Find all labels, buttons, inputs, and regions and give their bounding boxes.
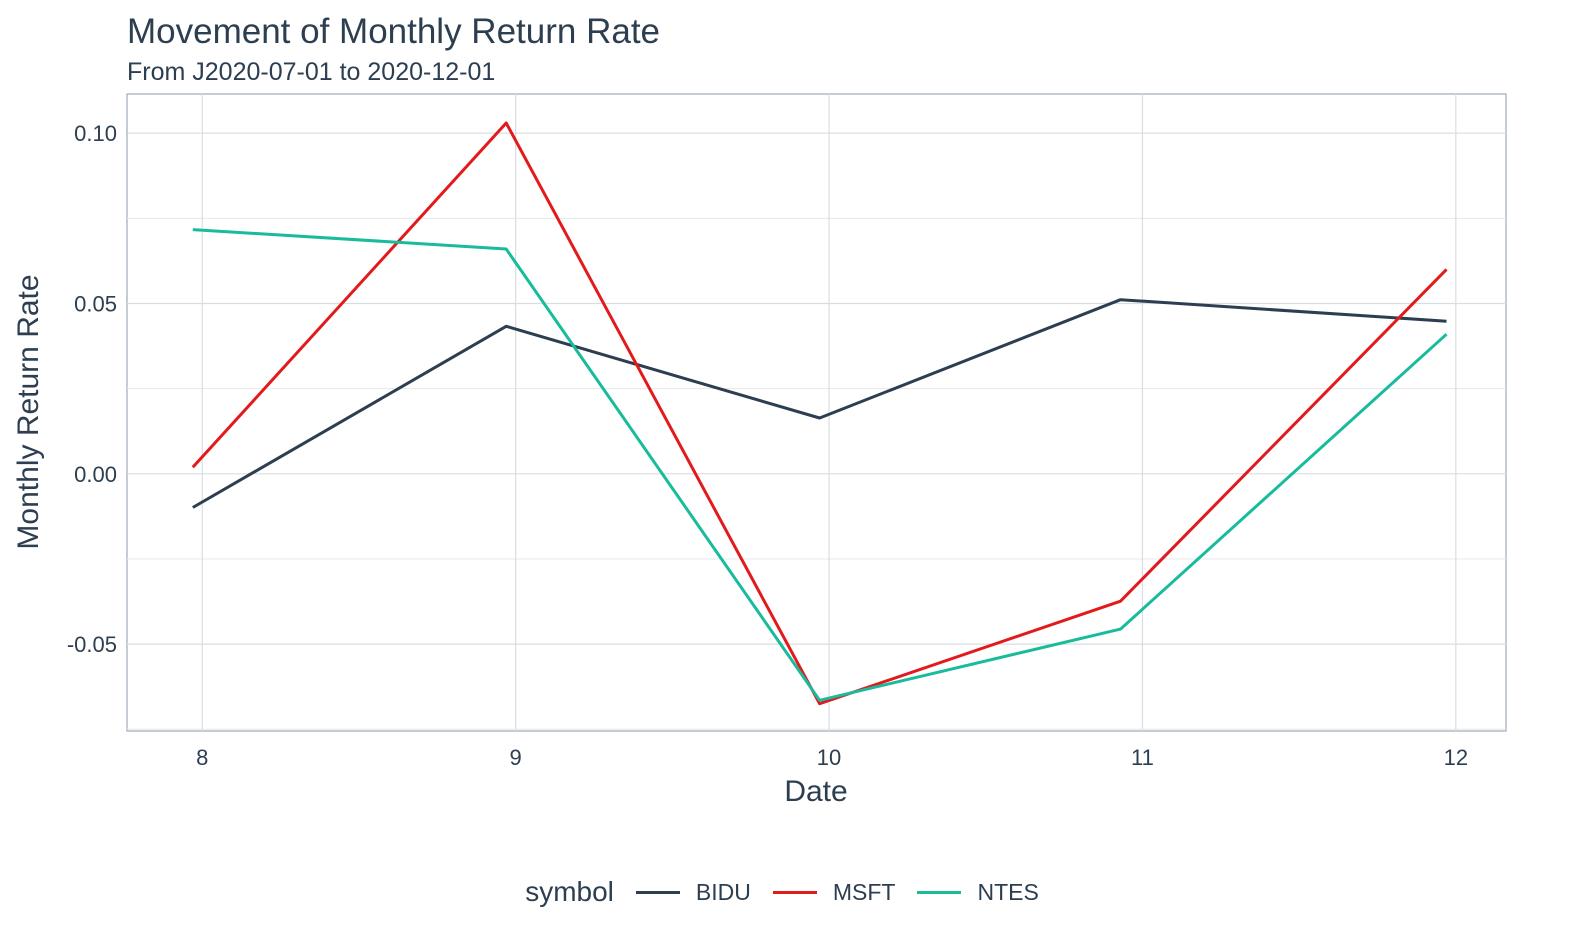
legend-label-msft: MSFT <box>832 878 896 905</box>
series-lines <box>191 121 1448 706</box>
axis-ticks: 0.10 0.05 0.00 -0.05 8 9 10 11 12 <box>67 121 1468 770</box>
x-tick-label: 8 <box>196 745 208 770</box>
x-tick-label: 12 <box>1444 745 1468 770</box>
legend-key-bidu <box>635 890 680 894</box>
legend-item-bidu: BIDU <box>635 878 751 906</box>
series-line-msft <box>191 121 1448 706</box>
legend-key-ntes <box>917 890 962 894</box>
chart-title: Movement of Monthly Return Rate <box>127 12 661 51</box>
legend-item-msft: MSFT <box>772 878 896 906</box>
plot-panel <box>126 93 1507 732</box>
legend-label-ntes: NTES <box>977 878 1039 905</box>
grid-lines <box>127 94 1506 731</box>
legend: symbol BIDU MSFT NTES <box>0 872 1586 912</box>
legend-title: symbol <box>525 876 614 907</box>
x-tick-label: 11 <box>1131 745 1154 770</box>
y-tick-label: -0.05 <box>67 632 117 657</box>
x-axis-label: Date <box>784 775 847 808</box>
x-tick-label: 9 <box>510 745 522 770</box>
y-tick-label: 0.10 <box>74 121 117 146</box>
legend-item-ntes: NTES <box>917 878 1039 906</box>
y-axis-label: Monthly Return Rate <box>12 274 45 549</box>
legend-label-bidu: BIDU <box>695 878 751 905</box>
y-tick-label: 0.00 <box>74 462 117 487</box>
legend-key-msft <box>772 890 817 894</box>
x-tick-label: 10 <box>817 745 841 770</box>
series-line-bidu <box>192 298 1447 509</box>
series-line-ntes <box>192 228 1448 702</box>
chart-subtitle: From J2020-07-01 to 2020-12-01 <box>127 58 496 86</box>
y-tick-label: 0.05 <box>74 291 117 316</box>
